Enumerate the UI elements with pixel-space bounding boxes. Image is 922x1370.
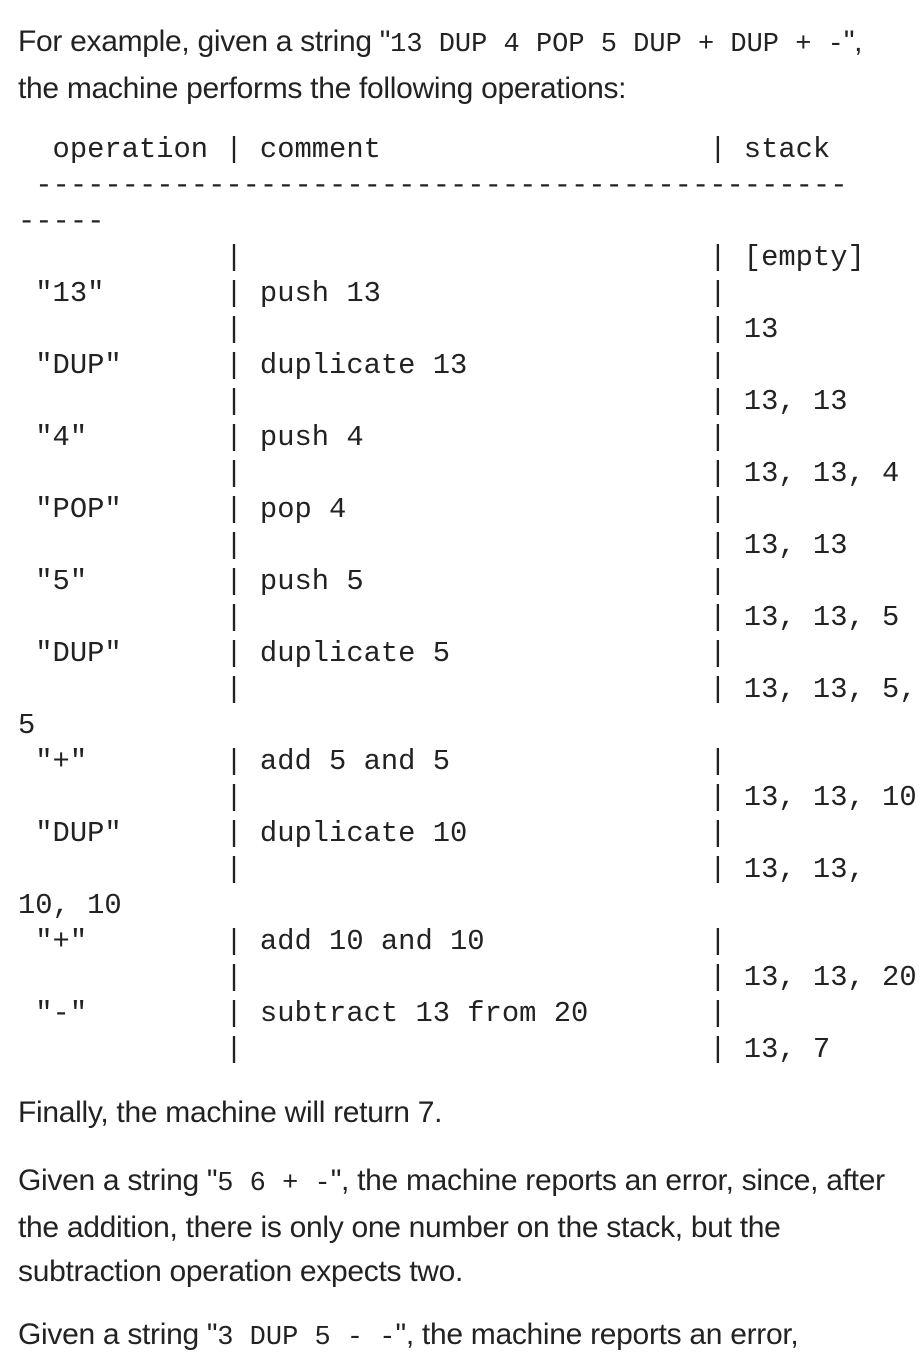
error1-code-string: 5 6 + - bbox=[217, 1169, 331, 1199]
intro-code-string: 13 DUP 4 POP 5 DUP + DUP + - bbox=[390, 30, 844, 60]
intro-text-before: For example, given a string " bbox=[18, 25, 391, 58]
error2-code-string: 3 DUP 5 - - bbox=[217, 1323, 396, 1353]
error-example-paragraph-1: Given a string "5 6 + -", the machine re… bbox=[18, 1159, 908, 1294]
intro-text-after: ", the machine performs the following op… bbox=[18, 25, 863, 105]
operations-trace-table: operation | comment | stack ------------… bbox=[18, 133, 917, 1066]
intro-paragraph: For example, given a string "13 DUP 4 PO… bbox=[18, 20, 908, 111]
error1-text-before: Given a string " bbox=[18, 1164, 218, 1197]
error2-text-before: Given a string " bbox=[18, 1318, 218, 1351]
final-result-paragraph: Finally, the machine will return 7. bbox=[18, 1096, 443, 1129]
error-example-paragraph-2: Given a string "3 DUP 5 - -", the machin… bbox=[18, 1313, 908, 1360]
error1-text-after: ", the machine reports an error, since, … bbox=[18, 1164, 885, 1288]
error2-text-after: ", the machine reports an error, bbox=[395, 1318, 799, 1351]
